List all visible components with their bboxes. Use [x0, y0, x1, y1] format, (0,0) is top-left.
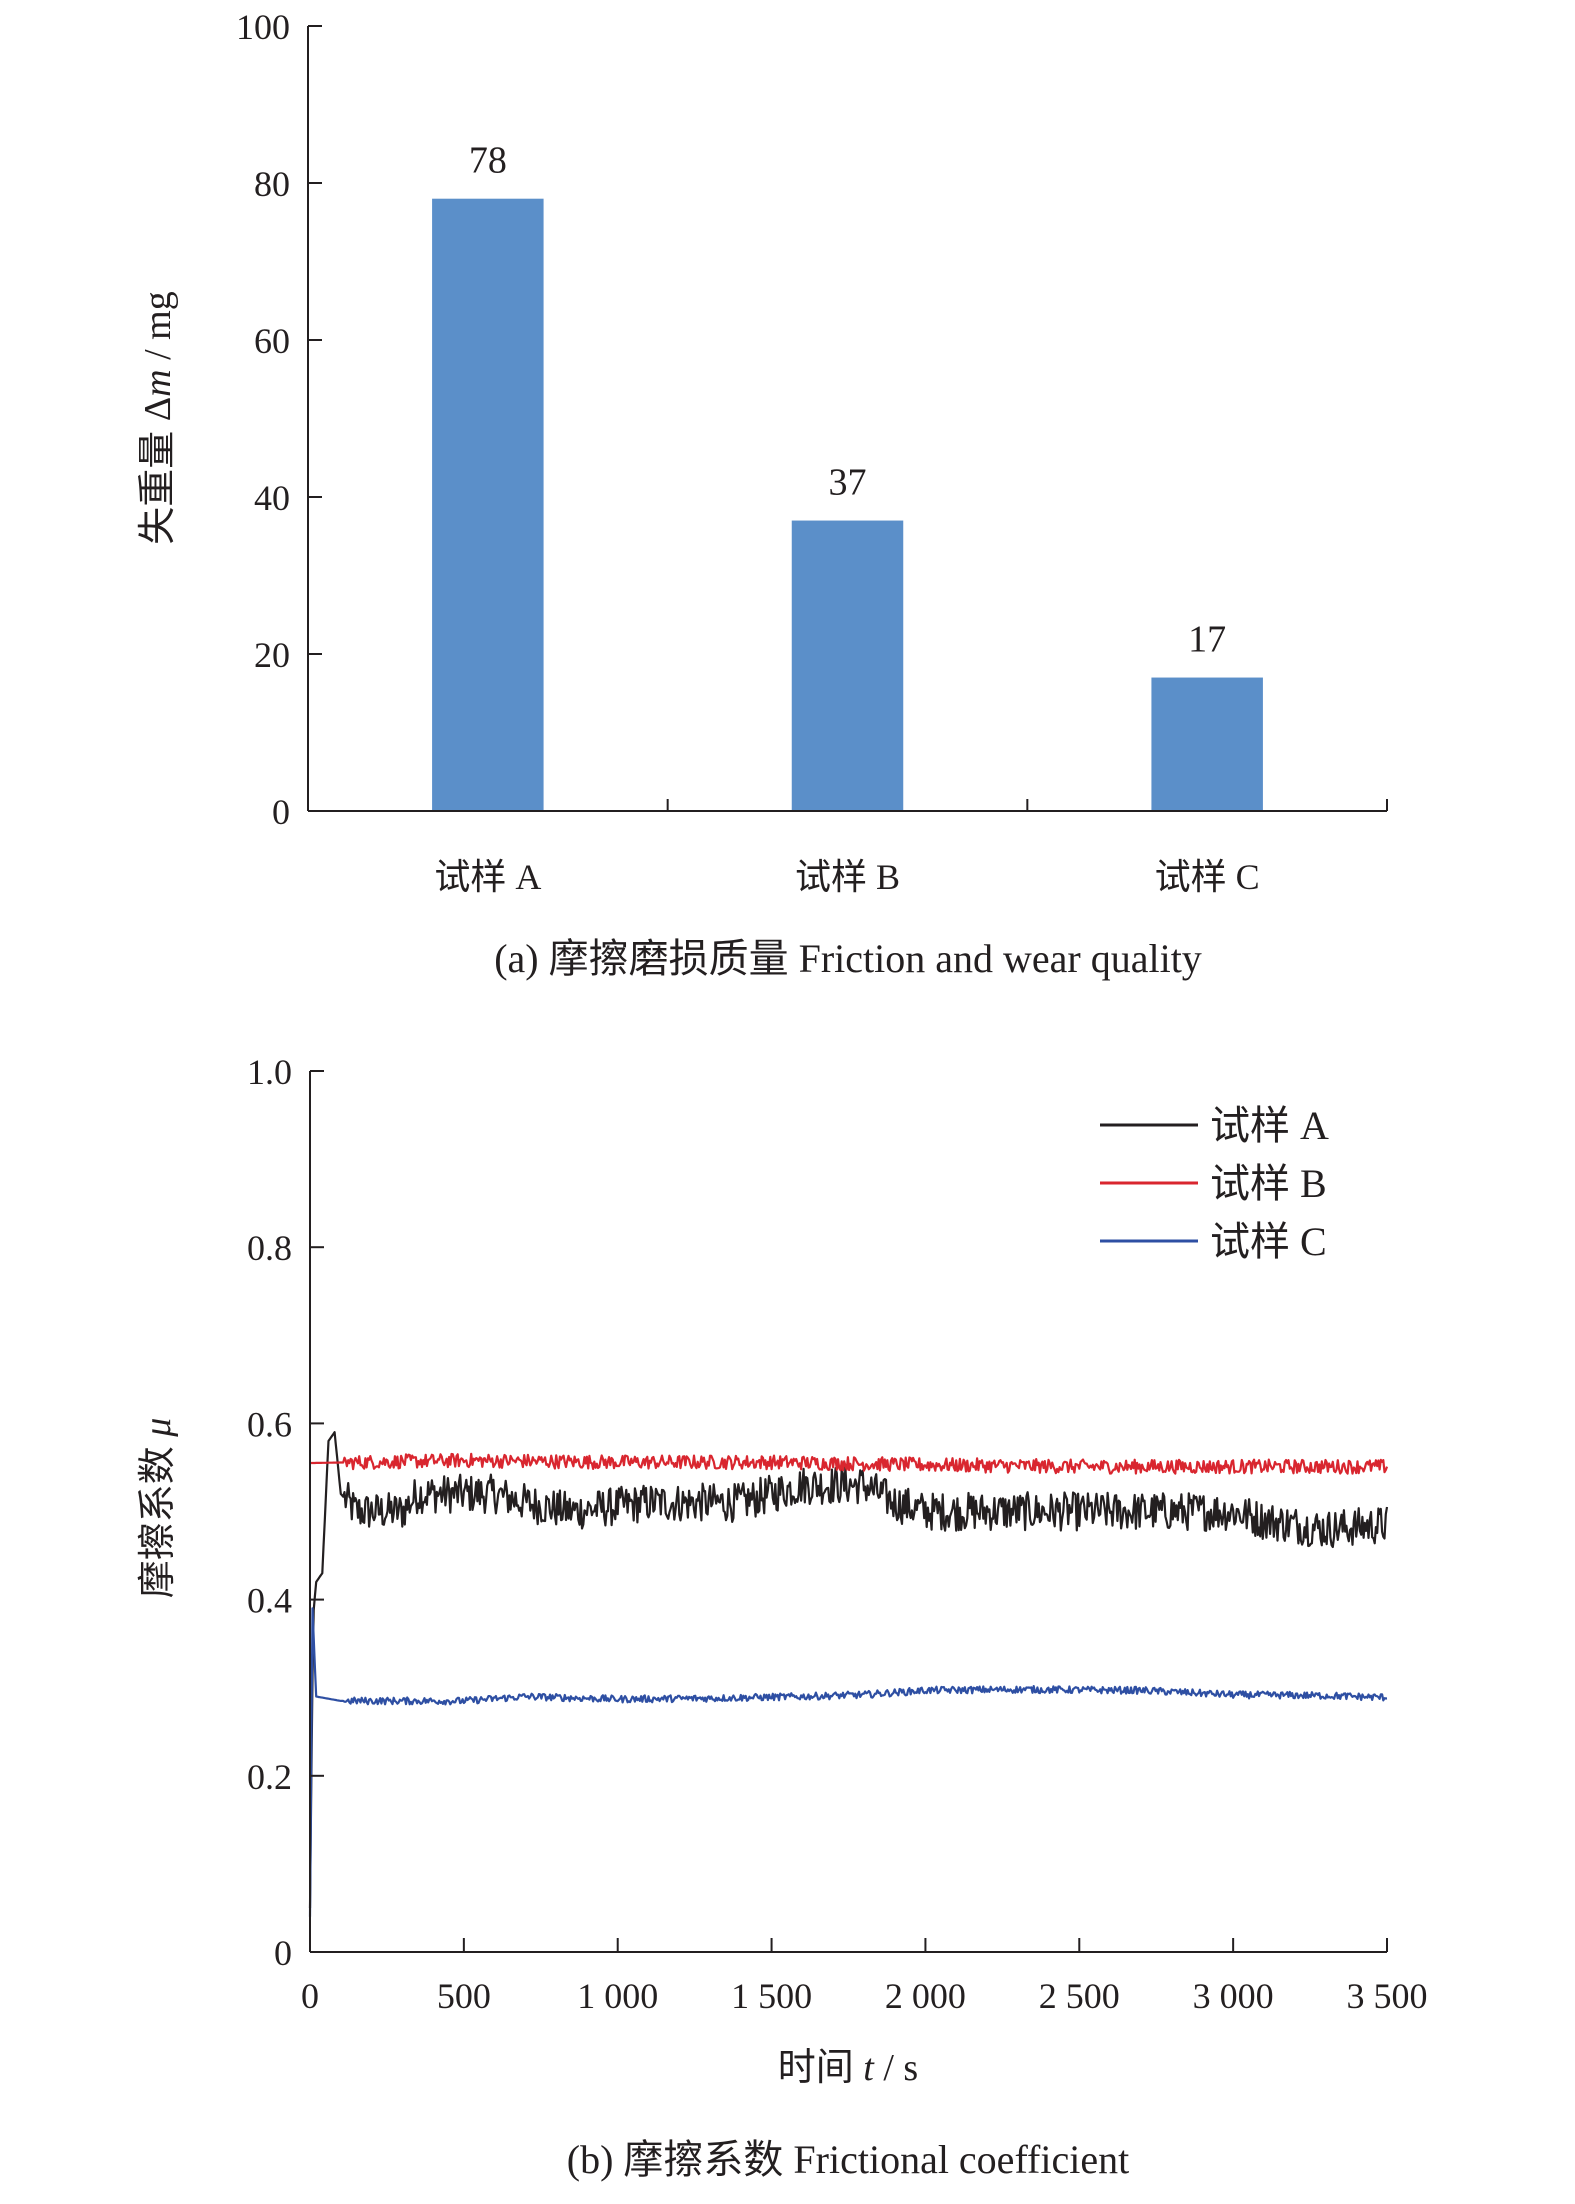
bar-chart: 78 37 17 0 20 40 60 80 100 试样 A 试样 B 试样 C 失重量 Δm … [137, 7, 1388, 981]
x-ticks [666, 799, 1388, 811]
y-tick-label: 20 [254, 635, 290, 675]
y-tick-label: 60 [254, 321, 290, 361]
bar-data-label: 17 [1188, 619, 1226, 661]
chart-caption: (b) 摩擦系数 Frictional coefficient [567, 2137, 1129, 2182]
legend: 试样 A 试样 B 试样 C [1100, 1103, 1329, 1264]
series-line [308, 1607, 1388, 1917]
y-tick-label: 1.0 [247, 1052, 292, 1092]
line-series [308, 1431, 1389, 1917]
bar [432, 198, 544, 811]
x-tick-labels: 试样 A 试样 B 试样 C [434, 857, 1259, 897]
series-line [308, 1431, 1389, 1909]
y-tick-label: 0 [272, 792, 290, 832]
x-tick-label: 1 500 [731, 1976, 812, 2016]
x-axis-label: 时间 t / s [778, 2047, 918, 2089]
bar [1151, 677, 1263, 811]
x-tick-label: 3 500 [1347, 1976, 1428, 2016]
legend-label: 试样 C [1210, 1219, 1327, 1264]
y-tick-label: 0.2 [247, 1757, 292, 1797]
series-line [310, 1452, 1389, 1475]
y-ticks: 0 20 40 60 80 100 [236, 7, 322, 832]
y-tick-label: 100 [236, 7, 290, 47]
y-tick-label: 0.8 [247, 1228, 292, 1268]
y-tick-label: 40 [254, 478, 290, 518]
x-tick-label: 试样 B [795, 857, 900, 897]
bar-data-label: 78 [469, 140, 507, 182]
y-tick-label: 0.4 [247, 1581, 292, 1621]
x-tick-label: 试样 A [434, 857, 541, 897]
x-tick-label: 2 000 [885, 1976, 966, 2016]
y-axis-label: 失重量 Δm / mg [137, 291, 179, 545]
y-axis-label: 摩擦系数 μ [137, 1418, 179, 1599]
y-tick-label: 80 [254, 164, 290, 204]
legend-label: 试样 B [1210, 1161, 1327, 1206]
legend-label: 试样 A [1210, 1103, 1329, 1148]
y-tick-label: 0.6 [247, 1404, 292, 1444]
bar-data-label: 37 [829, 462, 867, 504]
x-tick-label: 试样 C [1155, 857, 1260, 897]
x-tick-label: 2 500 [1039, 1976, 1120, 2016]
x-ticks: 0 500 1 000 1 500 2 000 2 500 3 000 3 500 [301, 1938, 1428, 2016]
x-tick-label: 3 000 [1193, 1976, 1274, 2016]
x-tick-label: 0 [301, 1976, 319, 2016]
chart-caption: (a) 摩擦磨损质量 Friction and wear quality [494, 936, 1202, 981]
line-chart: 0 0.2 0.4 0.6 0.8 1.0 0 500 1 000 1 500 2 000 2 50… [137, 1052, 1428, 2182]
x-tick-label: 500 [437, 1976, 491, 2016]
bar-data-labels: 78 37 17 [469, 140, 1226, 661]
y-tick-label: 0 [274, 1933, 292, 1973]
x-tick-label: 1 000 [577, 1976, 658, 2016]
y-ticks: 0 0.2 0.4 0.6 0.8 1.0 [247, 1052, 324, 1973]
bar [791, 520, 904, 811]
bar-series [432, 198, 1263, 811]
